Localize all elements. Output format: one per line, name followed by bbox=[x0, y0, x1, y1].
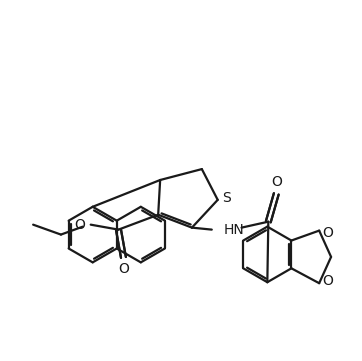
Text: O: O bbox=[74, 218, 85, 232]
Text: O: O bbox=[118, 262, 129, 277]
Text: O: O bbox=[322, 226, 333, 240]
Text: O: O bbox=[271, 175, 282, 189]
Text: HN: HN bbox=[224, 223, 244, 236]
Text: O: O bbox=[322, 274, 333, 288]
Text: S: S bbox=[222, 191, 231, 205]
